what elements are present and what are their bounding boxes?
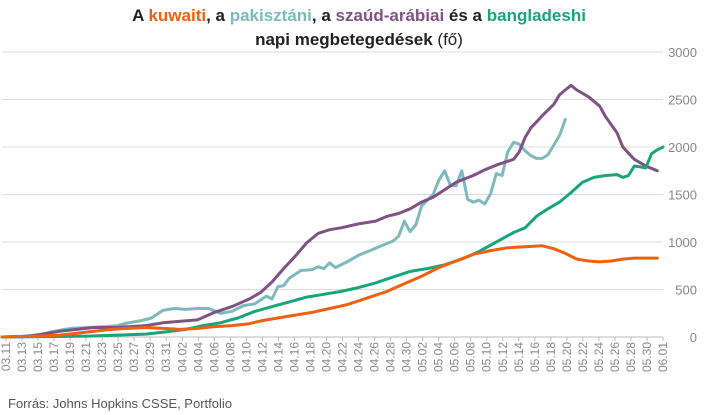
x-tick-label: 05.04 bbox=[432, 342, 446, 372]
series-line-pakistan bbox=[0, 117, 567, 339]
x-tick-label: 05.18 bbox=[544, 342, 558, 372]
x-tick-label: 05.02 bbox=[416, 342, 430, 372]
saudi-label: szaúd-arábiai bbox=[335, 6, 445, 25]
x-tick-label: 05.16 bbox=[528, 342, 542, 372]
y-tick-label: 2500 bbox=[668, 93, 697, 108]
x-tick-label: 04.26 bbox=[368, 342, 382, 372]
x-tick-label: 04.30 bbox=[400, 342, 414, 372]
x-tick-label: 05.22 bbox=[576, 342, 590, 372]
y-tick-label: 0 bbox=[690, 330, 697, 345]
pakistan-label: pakisztáni bbox=[229, 6, 312, 25]
title-text: , a bbox=[311, 6, 336, 25]
x-tick-label: 04.22 bbox=[336, 342, 350, 372]
x-tick-label: 04.04 bbox=[191, 342, 205, 372]
x-axis: 03.11 03.13 03.15 03.17 03.19 03.21 03.23 03.25… bbox=[0, 337, 670, 372]
title-line-1: A kuwaiti, a pakisztáni, a szaúd-arábiai… bbox=[0, 4, 718, 28]
x-tick-label: 04.20 bbox=[319, 342, 333, 372]
x-tick-label: 04.12 bbox=[255, 342, 269, 372]
x-tick-label: 05.08 bbox=[464, 342, 478, 372]
x-tick-label: 03.19 bbox=[63, 342, 77, 372]
x-tick-label: 05.28 bbox=[624, 342, 638, 372]
x-tick-label: 04.28 bbox=[384, 342, 398, 372]
y-tick-label: 3000 bbox=[668, 45, 697, 60]
grid-lines bbox=[2, 51, 663, 338]
x-tick-label: 04.08 bbox=[223, 342, 237, 372]
x-tick-label: 03.15 bbox=[31, 342, 45, 372]
x-tick-label: 04.18 bbox=[303, 342, 317, 372]
series-lines bbox=[0, 83, 665, 339]
y-tick-label: 500 bbox=[675, 283, 697, 298]
x-tick-label: 05.24 bbox=[592, 342, 606, 372]
bangladesh-label: bangladeshi bbox=[486, 6, 586, 25]
x-tick-label: 03.11 bbox=[0, 342, 13, 371]
x-tick-label: 04.10 bbox=[239, 342, 253, 372]
x-tick-label: 04.14 bbox=[271, 342, 285, 372]
y-tick-label: 2000 bbox=[668, 140, 697, 155]
x-tick-label: 05.06 bbox=[448, 342, 462, 372]
y-tick-label: 1500 bbox=[668, 188, 697, 203]
x-tick-label: 04.02 bbox=[175, 342, 189, 372]
x-tick-label: 05.26 bbox=[608, 342, 622, 372]
title-text: és a bbox=[444, 6, 487, 25]
title-subject: napi megbetegedések bbox=[255, 30, 433, 49]
source-note: Forrás: Johns Hopkins CSSE, Portfolio bbox=[8, 396, 232, 411]
x-tick-label: 05.14 bbox=[512, 342, 526, 372]
x-tick-label: 06.01 bbox=[656, 342, 670, 372]
y-tick-label: 1000 bbox=[668, 235, 697, 250]
x-tick-label: 05.10 bbox=[480, 342, 494, 372]
title-unit: (fő) bbox=[432, 30, 463, 49]
x-tick-label: 04.24 bbox=[352, 342, 366, 372]
x-tick-label: 05.20 bbox=[560, 342, 574, 372]
series-line-kuwait bbox=[0, 244, 659, 339]
x-tick-label: 03.23 bbox=[95, 342, 109, 372]
x-tick-label: 04.06 bbox=[207, 342, 221, 372]
y-axis: 0 500 1000 1500 2000 2500 3000 bbox=[668, 45, 697, 345]
kuwait-label: kuwaiti bbox=[148, 6, 207, 25]
chart-title: A kuwaiti, a pakisztáni, a szaúd-arábiai… bbox=[0, 4, 718, 52]
series-line-saudi bbox=[0, 83, 659, 339]
x-tick-label: 05.12 bbox=[496, 342, 510, 372]
x-tick-label: 04.16 bbox=[287, 342, 301, 372]
x-tick-label: 05.30 bbox=[640, 342, 654, 372]
title-text: A bbox=[132, 6, 149, 25]
x-tick-label: 03.13 bbox=[15, 342, 29, 372]
title-text: , a bbox=[206, 6, 230, 25]
x-tick-label: 03.17 bbox=[47, 342, 61, 372]
x-tick-label: 03.27 bbox=[127, 342, 141, 372]
x-tick-label: 03.31 bbox=[159, 342, 173, 372]
x-tick-label: 03.21 bbox=[79, 342, 93, 372]
title-line-2: napi megbetegedések (fő) bbox=[0, 28, 718, 52]
x-tick-label: 03.25 bbox=[111, 342, 125, 372]
x-tick-label: 03.29 bbox=[143, 342, 157, 372]
